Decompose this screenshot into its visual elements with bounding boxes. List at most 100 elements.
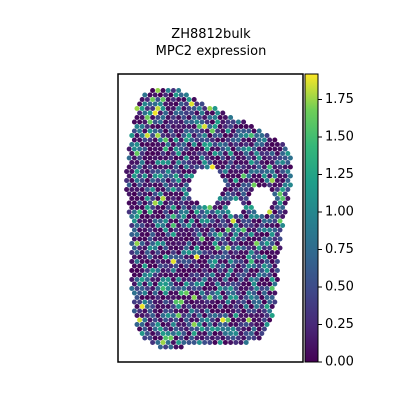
spot (209, 146, 215, 152)
spot (134, 169, 140, 174)
spot (202, 223, 208, 228)
spot (222, 313, 228, 318)
spot (139, 187, 145, 192)
spot (235, 218, 241, 224)
spot (142, 317, 148, 323)
spot (131, 119, 137, 125)
spot (165, 142, 171, 147)
spot (150, 97, 156, 102)
spot (264, 133, 270, 138)
spot (142, 254, 148, 260)
spot (246, 245, 252, 251)
spot (233, 340, 239, 345)
spot (274, 250, 280, 255)
spot (181, 268, 187, 273)
spot (251, 254, 257, 260)
spot (163, 101, 169, 107)
spot (274, 178, 280, 183)
spot (196, 106, 202, 111)
spot (204, 209, 210, 215)
spot (264, 313, 270, 318)
spot (178, 281, 184, 287)
spot (230, 128, 236, 134)
spot (157, 101, 163, 107)
spot (248, 295, 254, 300)
spot (199, 317, 205, 323)
spot (191, 241, 197, 246)
spot (157, 272, 163, 278)
spot (228, 331, 234, 336)
spot (173, 200, 179, 206)
spot (246, 200, 252, 206)
spot (142, 299, 148, 305)
spot (173, 128, 179, 134)
spot (228, 160, 234, 165)
spot (222, 187, 228, 192)
spot (183, 92, 189, 98)
spot (238, 331, 244, 336)
spot (233, 196, 239, 201)
spot (173, 344, 179, 350)
spot (147, 173, 153, 179)
spot (222, 304, 228, 309)
spot (215, 317, 221, 323)
spot (264, 250, 270, 255)
spot (212, 115, 218, 120)
spot (282, 191, 288, 197)
spot (183, 155, 189, 161)
spot (220, 308, 226, 314)
spot (217, 277, 223, 282)
spot (155, 286, 161, 291)
spot (194, 227, 200, 233)
spot (150, 313, 156, 318)
spot (165, 169, 171, 174)
spot (241, 308, 247, 314)
spot (168, 299, 174, 305)
spot (235, 119, 241, 125)
colorbar-tick-label: 1.50 (325, 130, 354, 145)
spot (256, 182, 262, 188)
spot (238, 295, 244, 300)
spot (163, 218, 169, 224)
spot (131, 218, 137, 224)
spot (243, 340, 249, 345)
spot (225, 263, 231, 269)
spot (170, 277, 176, 282)
spot (222, 133, 228, 138)
spot (222, 268, 228, 273)
spot (272, 191, 278, 197)
spot (196, 286, 202, 291)
spot (256, 335, 262, 341)
spot (147, 245, 153, 251)
spot (163, 344, 169, 350)
spot (150, 241, 156, 246)
spot (267, 281, 273, 287)
spot (209, 236, 215, 242)
spot (173, 281, 179, 287)
spot (170, 160, 176, 165)
spot (202, 295, 208, 300)
spot (163, 326, 169, 332)
spot (157, 308, 163, 314)
spot (215, 245, 221, 251)
spot (225, 317, 231, 323)
spot (222, 196, 228, 201)
spot (251, 164, 257, 170)
spot (173, 191, 179, 197)
spot (160, 124, 166, 129)
spot (272, 263, 278, 269)
spot (217, 169, 223, 174)
spot (147, 128, 153, 134)
spot (269, 214, 275, 219)
spot (160, 196, 166, 201)
spot (220, 236, 226, 242)
spot (274, 277, 280, 282)
spot (280, 169, 286, 174)
spot (274, 268, 280, 273)
spot (204, 263, 210, 269)
spot (165, 115, 171, 120)
spot (272, 299, 278, 305)
spot (238, 151, 244, 156)
spot (142, 308, 148, 314)
spot (186, 322, 192, 327)
